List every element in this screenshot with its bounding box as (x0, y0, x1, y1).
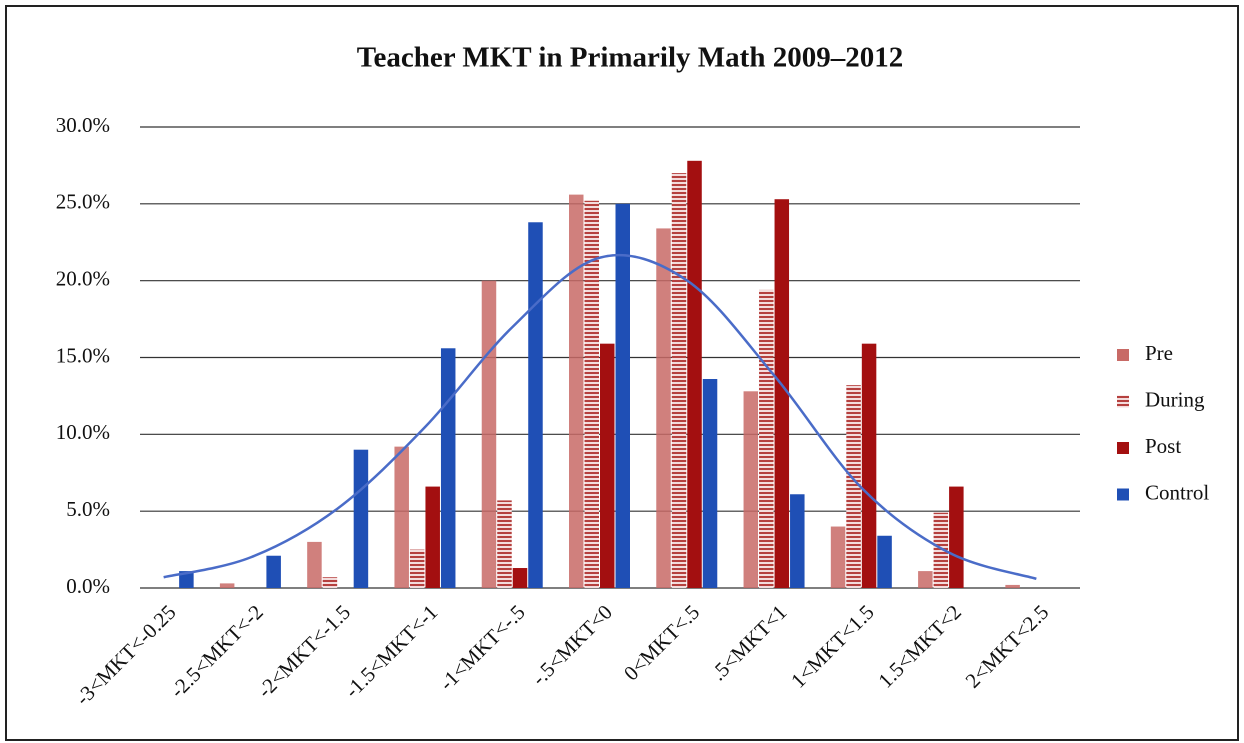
y-tick-label: 0.0% (66, 574, 110, 598)
legend-swatch (1117, 349, 1129, 361)
y-tick-label: 15.0% (56, 343, 110, 367)
bar (266, 555, 281, 588)
legend-label: Pre (1145, 341, 1173, 365)
bar (600, 343, 615, 588)
y-tick-label: 10.0% (56, 420, 110, 444)
bar (512, 568, 528, 588)
bar (353, 449, 369, 588)
trend-curve (163, 253, 1037, 580)
bar (584, 200, 599, 588)
bar (949, 486, 964, 588)
legend-label: During (1145, 387, 1205, 411)
bar (409, 549, 425, 588)
bar (440, 348, 456, 588)
bar (933, 512, 949, 588)
bar (861, 343, 877, 588)
bar (481, 280, 497, 588)
bar (497, 500, 512, 588)
y-tick-label: 20.0% (56, 266, 110, 290)
chart-title: Teacher MKT in Primarily Math 2009–2012 (357, 42, 903, 74)
legend-swatch (1117, 488, 1129, 501)
bar (918, 571, 933, 588)
bar (671, 173, 687, 588)
legend-swatch (1117, 442, 1129, 454)
bar (569, 194, 584, 588)
bar (394, 446, 409, 588)
bar (656, 228, 671, 589)
bar (615, 203, 630, 589)
bar (790, 494, 805, 588)
bar (219, 583, 235, 588)
bar (179, 571, 194, 588)
bar (774, 199, 790, 588)
bar (307, 541, 322, 588)
bar (528, 222, 543, 589)
bar (702, 379, 718, 588)
legend-label: Post (1145, 434, 1181, 458)
bar (1005, 584, 1020, 588)
bar (322, 577, 338, 588)
legend-swatch (1117, 395, 1129, 408)
y-tick-label: 25.0% (56, 190, 110, 214)
y-tick-label: 30.0% (56, 113, 110, 137)
bar (830, 526, 846, 588)
legend-label: Control (1145, 480, 1209, 504)
bar (846, 385, 861, 588)
bar (425, 486, 440, 588)
bar (759, 289, 774, 588)
y-tick-label: 5.0% (66, 497, 110, 521)
bar (743, 391, 759, 588)
bar (877, 535, 892, 588)
bar (687, 160, 702, 588)
